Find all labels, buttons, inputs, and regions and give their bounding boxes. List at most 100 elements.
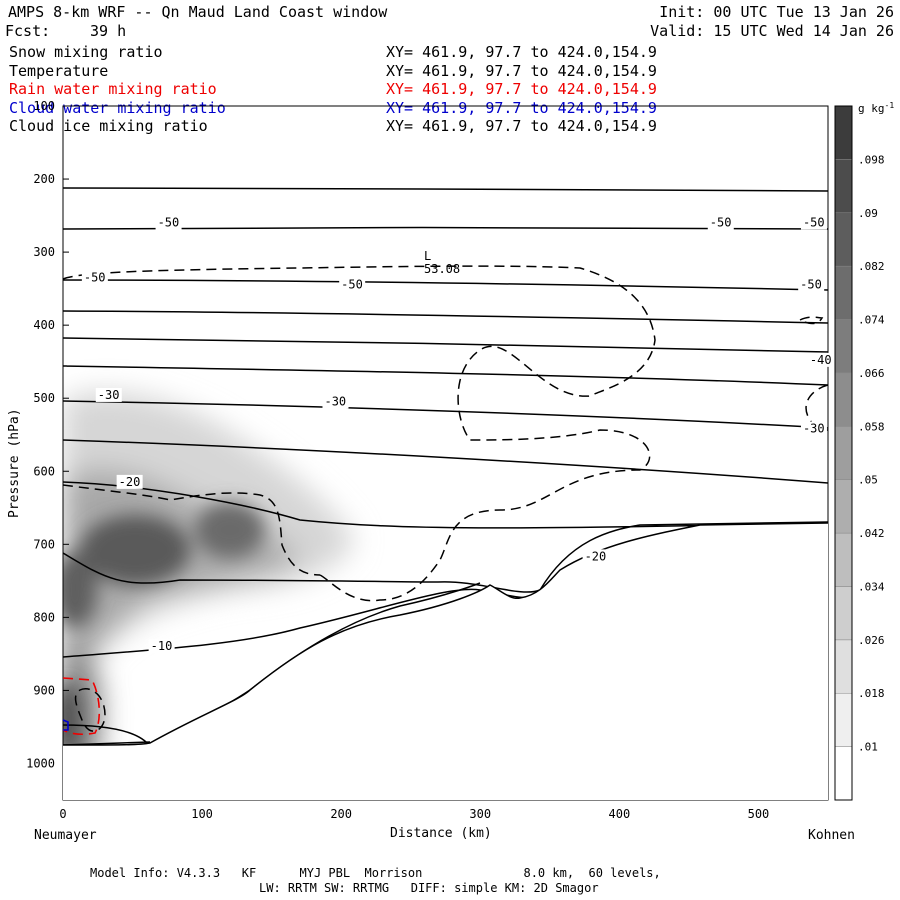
colorbar-level-label: .018 xyxy=(858,687,885,700)
contour-label-bg xyxy=(798,277,825,292)
y-tick-label: 1000 xyxy=(26,756,55,770)
y-tick-label: 800 xyxy=(33,610,55,624)
colorbar-level-label: .05 xyxy=(858,474,878,487)
colorbar-level-label: .034 xyxy=(858,580,885,593)
contour-label-bg xyxy=(707,215,734,230)
temperature-labels: -50 -50 -50 -50 -50 -50 -40 -30 -30 -30 -20 -20 -10 xyxy=(81,215,834,654)
field-xy-range: XY= 461.9, 97.7 to 424.0,154.9 xyxy=(386,117,657,135)
x-axis-title: Distance (km) xyxy=(390,826,492,841)
colorbar-swatch xyxy=(834,746,853,801)
colorbar-level-label: .082 xyxy=(858,260,885,273)
x-tick-label: 200 xyxy=(330,807,352,821)
contour-label-bg xyxy=(807,352,834,367)
field-name: Temperature xyxy=(9,61,109,80)
x-tick-label: 0 xyxy=(59,807,66,821)
valid-time: Valid: 15 UTC Wed 14 Jan 26 xyxy=(650,22,894,40)
field-name: Rain water mixing ratio xyxy=(9,80,217,98)
colorbar-swatch xyxy=(834,586,853,641)
contour-label: -20 xyxy=(585,549,607,563)
colorbar-level-label: .058 xyxy=(858,420,885,433)
colorbar-level-label: .01 xyxy=(858,741,878,754)
colorbar-swatch xyxy=(834,105,853,160)
y-tick-label: 700 xyxy=(33,537,55,551)
contour-label-bg xyxy=(116,474,143,489)
colorbar-swatch xyxy=(834,692,853,747)
x-end-label: Kohnen xyxy=(808,828,855,843)
colorbar-unit: g kg-1 xyxy=(858,101,894,115)
field-name: Cloud ice mixing ratio xyxy=(9,117,208,135)
cloud-water-contours xyxy=(63,719,69,731)
contour-label: -50 xyxy=(158,216,180,230)
x-tick-label: 500 xyxy=(748,807,770,821)
contour-label-bg xyxy=(155,215,182,230)
terrain-outline xyxy=(63,522,828,746)
x-tick-label: 100 xyxy=(191,807,213,821)
cloud-ice-contours xyxy=(63,265,828,732)
contour-label: -30 xyxy=(98,388,120,402)
colorbar-level-label: .074 xyxy=(858,314,885,327)
forecast-hour: 39 h xyxy=(90,22,127,40)
colorbar-swatch xyxy=(834,159,853,214)
y-tick-label: 500 xyxy=(33,391,55,405)
colorbar-swatch xyxy=(834,479,853,534)
contour-label-bg xyxy=(95,387,122,402)
colorbar-swatch xyxy=(834,372,853,427)
y-tick-label: 300 xyxy=(33,245,55,259)
contour-label-bg xyxy=(148,639,175,654)
colorbar: .01 .018 .026 .034 .042 .05 .058 .066 .074 .082 .0… xyxy=(834,105,885,801)
init-time: Init: 00 UTC Tue 13 Jan 26 xyxy=(659,3,894,21)
contour-label: -30 xyxy=(803,422,825,436)
contour-label: -40 xyxy=(810,353,832,367)
y-axis: 100 200 300 400 500 600 700 800 900 1000 xyxy=(26,99,69,770)
colorbar-swatch xyxy=(834,426,853,480)
contour-label: -50 xyxy=(341,278,363,292)
colorbar-level-label: .026 xyxy=(858,634,885,647)
forecast-label: Fcst: xyxy=(5,22,51,40)
colorbar-swatch xyxy=(834,265,853,320)
model-info-line1: Model Info: V4.3.3 KF MYJ PBL Morrison 8… xyxy=(90,866,661,880)
contour-label-bg xyxy=(322,394,349,409)
y-tick-label: 400 xyxy=(33,318,55,332)
y-tick-label: 200 xyxy=(33,172,55,186)
contour-label-bg xyxy=(81,270,108,285)
y-tick-label: 600 xyxy=(33,464,55,478)
terrain xyxy=(63,523,828,800)
x-start-label: Neumayer xyxy=(34,828,97,843)
contour-label-bg xyxy=(800,421,827,436)
contour-label-bg xyxy=(582,549,609,564)
colorbar-unit-base: g kg xyxy=(858,102,885,115)
y-tick-label: 900 xyxy=(33,683,55,697)
colorbar-level-label: .098 xyxy=(858,153,885,166)
y-tick-label: 100 xyxy=(33,99,55,113)
contour-label: -20 xyxy=(119,475,141,489)
contour-label: -50 xyxy=(710,216,732,230)
field-name: Cloud water mixing ratio xyxy=(9,98,226,117)
field-xy-range: XY= 461.9, 97.7 to 424.0,154.9 xyxy=(386,80,657,98)
rain-water-contours xyxy=(63,677,101,736)
field-xy-range: XY= 461.9, 97.7 to 424.0,154.9 xyxy=(386,98,657,117)
model-info-line2: LW: RRTM SW: RRTMG DIFF: simple KM: 2D S… xyxy=(259,881,599,895)
contour-label: -30 xyxy=(324,395,346,409)
colorbar-level-label: .066 xyxy=(858,367,885,380)
x-axis: 0 100 200 300 400 500 xyxy=(59,794,769,821)
field-xy-range: XY= 461.9, 97.7 to 424.0,154.9 xyxy=(386,43,657,61)
contour-label-bg xyxy=(339,277,366,292)
contour-label: -10 xyxy=(151,639,173,653)
low-value: 53.08 xyxy=(424,262,460,276)
colorbar-swatch xyxy=(834,639,853,694)
chart-title: AMPS 8-km WRF -- Qn Maud Land Coast wind… xyxy=(8,3,388,21)
colorbar-swatch xyxy=(834,212,853,267)
contour-label-bg xyxy=(800,215,827,230)
contour-label: -50 xyxy=(803,216,825,230)
x-tick-label: 300 xyxy=(469,807,491,821)
colorbar-level-label: .042 xyxy=(858,527,885,540)
field-name: Snow mixing ratio xyxy=(9,43,163,61)
colorbar-unit-exp: -1 xyxy=(885,101,895,110)
colorbar-frame xyxy=(834,105,853,801)
field-xy-range: XY= 461.9, 97.7 to 424.0,154.9 xyxy=(386,61,657,80)
contour-label: -50 xyxy=(84,270,106,284)
x-tick-label: 400 xyxy=(609,807,631,821)
colorbar-swatch xyxy=(834,532,853,587)
contour-label: -50 xyxy=(800,278,822,292)
